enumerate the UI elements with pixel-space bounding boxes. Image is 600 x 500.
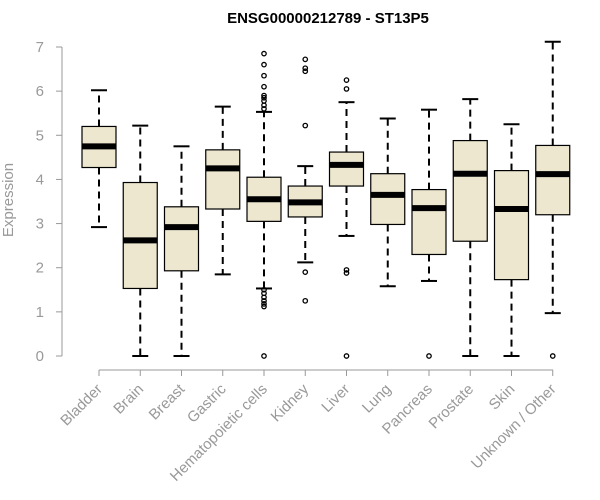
box-skin [493,123,530,357]
y-tick-label: 1 [36,304,44,321]
box-prostate [452,98,488,357]
outlier-point [261,72,267,79]
x-tick-label: Bladder [57,381,106,430]
iqr-box [328,151,365,187]
x-tick-label: Skin [486,381,519,414]
box-brain [122,124,158,357]
outlier-point [302,297,309,304]
x-tick-label: Lung [359,381,395,417]
outlier-point [261,286,267,293]
y-axis-label: Expression [0,163,17,237]
outlier-point [343,353,350,359]
chart-title: ENSG00000212789 - ST13P5 [227,10,429,27]
outlier-point [343,267,350,273]
outlier-point [261,98,267,104]
outlier-point [343,270,350,276]
outlier-point [261,61,267,68]
x-tick-label: Kidney [268,380,313,425]
outlier-point [302,269,309,275]
y-tick-label: 7 [36,39,44,56]
y-axis: 0 1 2 3 4 5 6 7 [36,39,63,365]
outlier-point [261,50,267,57]
iqr-box [163,206,200,272]
outlier-point [549,353,556,359]
outlier-point [261,297,267,304]
iqr-box [122,181,158,290]
iqr-box [535,144,571,216]
iqr-box [493,170,530,281]
box-hematopoietic-cells [246,50,282,359]
outlier-point [261,94,267,101]
outlier-point [261,353,267,359]
y-tick-label: 4 [36,171,44,188]
box-breast [163,145,200,357]
y-tick-label: 5 [36,127,44,144]
iqr-box [205,149,241,210]
iqr-box [411,188,447,256]
box-pancreas [411,108,447,359]
box-kidney [287,56,323,304]
y-tick-label: 0 [36,348,44,365]
outlier-point [302,68,309,75]
x-tick-label: Prostate [426,381,478,433]
box-lung [370,117,406,288]
outlier-point [261,301,267,307]
iqr-box [452,139,488,242]
box-unknown-other [535,40,571,359]
box-gastric [205,105,241,276]
y-tick-label: 3 [36,216,44,233]
x-tick-label: Breast [146,380,189,423]
x-tick-label: Liver [318,381,353,416]
outlier-point [261,303,267,310]
x-tick-label: Brain [110,381,147,418]
box-bladder [81,89,117,229]
outlier-point [261,83,267,90]
outlier-point [302,56,309,63]
outlier-point [426,353,432,359]
y-tick-label: 2 [36,260,44,277]
box-series [81,40,571,359]
iqr-box [370,173,406,226]
outlier-point [343,86,350,92]
y-tick-label: 6 [36,83,44,100]
outlier-point [302,65,309,72]
box-liver [328,77,365,359]
outlier-point [261,290,267,297]
outlier-point [261,92,267,99]
outlier-point [302,122,309,129]
outlier-point [261,105,267,112]
outlier-point [343,77,350,83]
